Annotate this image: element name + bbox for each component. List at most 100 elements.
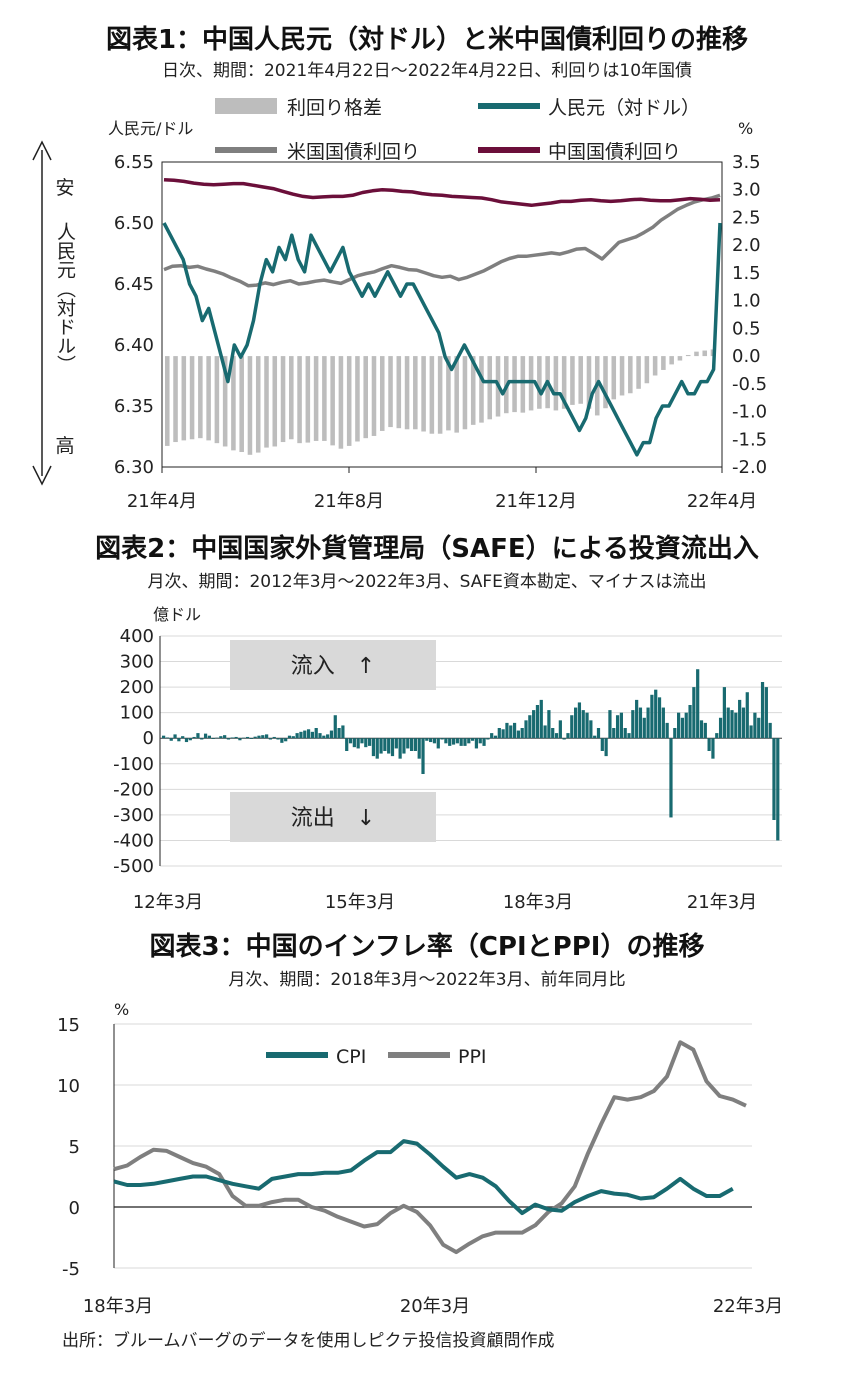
chart1-spread-bar [628,356,633,394]
chart1-left-tick: 6.55 [114,152,154,173]
chart1-spread-bar [355,356,360,442]
chart3-y-tick: 10 [57,1076,80,1097]
chart2-bar [169,738,173,741]
chart1-spread-bar [661,356,666,370]
chart2-bar [295,733,299,739]
chart2-bar [654,689,658,739]
chart1-spread-bar [603,356,608,409]
chart1-spread-bar [181,356,187,441]
chart2-y-tick: -100 [113,754,154,775]
chart2-bar [238,738,242,741]
chart1-side-label-cny: 人民元（対ドル） [54,222,76,374]
chart2-bar [329,730,334,739]
chart1-spread-bar [479,356,484,423]
chart2-y-tick: 100 [120,703,154,724]
chart3-x-tick: 20年3月 [400,1296,470,1317]
chart2-bar [417,738,421,759]
chart1-spread-bar [289,356,294,440]
chart2-bar [646,707,650,739]
chart3-y-tick: -5 [62,1259,80,1280]
chart2-bar [398,738,402,759]
chart1-spread-bar [437,356,443,434]
chart2-bar [188,738,192,741]
chart1-spread-bar [255,356,261,453]
chart1-spread-bar [198,356,203,439]
chart2-bar [284,738,288,742]
chart1-spread-bar [363,356,368,439]
chart1-spread-bar [537,356,542,409]
chart2-bar [379,738,383,754]
chart1-spread-bar [189,356,195,440]
chart2-bar [257,735,261,739]
chart2-bar [707,738,711,751]
chart1-spread-bar [280,356,286,443]
chart1-x-tick: 21年8月 [314,491,384,512]
chart1-spread-bar [222,356,228,447]
chart2-bars [162,669,780,841]
chart1-spread-bar [677,356,683,361]
chart2-bar [623,728,627,739]
chart2-bar [570,715,574,739]
chart1-right-tick: -1.5 [732,429,767,450]
chart1-spread-bar [462,356,468,430]
chart2-bar [738,699,742,739]
chart1-spread-bar [346,356,352,446]
chart1-x-tick: 21年12月 [495,491,577,512]
chart2-bar [718,717,723,739]
chart1-left-tick: 6.35 [114,396,154,417]
chart2-bar [474,738,479,749]
chart1-spread-bar [313,356,319,441]
chart2-bar [490,733,494,739]
chart2-bar [589,720,593,739]
chart1-side-label-cheap: 安 [55,177,74,199]
chart2-bar [196,733,200,739]
chart2-bar [574,707,578,739]
chart2-bar [593,735,597,739]
chart2-bar [375,738,379,759]
chart1-right-tick: -0.5 [732,374,767,395]
chart2-bar [604,738,608,757]
chart2-bar [383,738,387,751]
chart2-bar [173,734,177,739]
chart2-y-tick: -200 [113,779,154,800]
chart2-bar [299,731,303,739]
chart1-left-tick: 6.40 [114,335,154,356]
chart2-bar [162,735,166,739]
chart2-bar [554,733,559,739]
chart1-spread-bar [421,356,426,432]
chart1-spread-bar [454,356,459,433]
chart2-bar [600,738,604,751]
chart2-bar [749,725,753,739]
chart2-bar [577,702,582,739]
chart1-right-tick: 0.0 [732,346,761,367]
chart1-spread-bar [586,356,592,409]
chart2-bar [314,728,318,739]
chart1-right-tick: -1.0 [732,402,767,423]
legend-label-cpi: CPI [336,1046,366,1068]
chart1-spread-bar [611,356,617,400]
chart2-bar [486,738,490,740]
chart2-bar [226,738,231,740]
chart3-subtitle: 月次、期間：2018年3月～2022年3月、前年同月比 [228,970,625,990]
chart1-left-tick: 6.45 [114,274,154,295]
chart2-bar [249,738,253,739]
chart2-bar [181,736,185,739]
chart2-bar [650,694,654,739]
chart2-bar [390,738,395,757]
chart2-bar [177,738,181,742]
chart2-bar [444,738,448,744]
chart1-right-tick: 3.0 [732,180,761,201]
chart2-bar [612,728,616,739]
chart2-x-tick: 21年3月 [687,892,757,913]
chart3-cpi-line [113,1139,734,1216]
chart1-spread-bar [396,356,402,429]
chart1-spread-bar [685,354,691,357]
chart2-bar [677,712,681,739]
chart2-bar [276,738,280,740]
chart2-bar [581,710,585,739]
chart2-bar [371,738,376,757]
chart1-spread-bar [652,356,658,376]
chart1-spread-bar [702,350,708,357]
chart2-y-tick: -300 [113,805,154,826]
chart1-title: 図表1：中国人民元（対ドル）と米中国債利回りの推移 [106,25,748,55]
